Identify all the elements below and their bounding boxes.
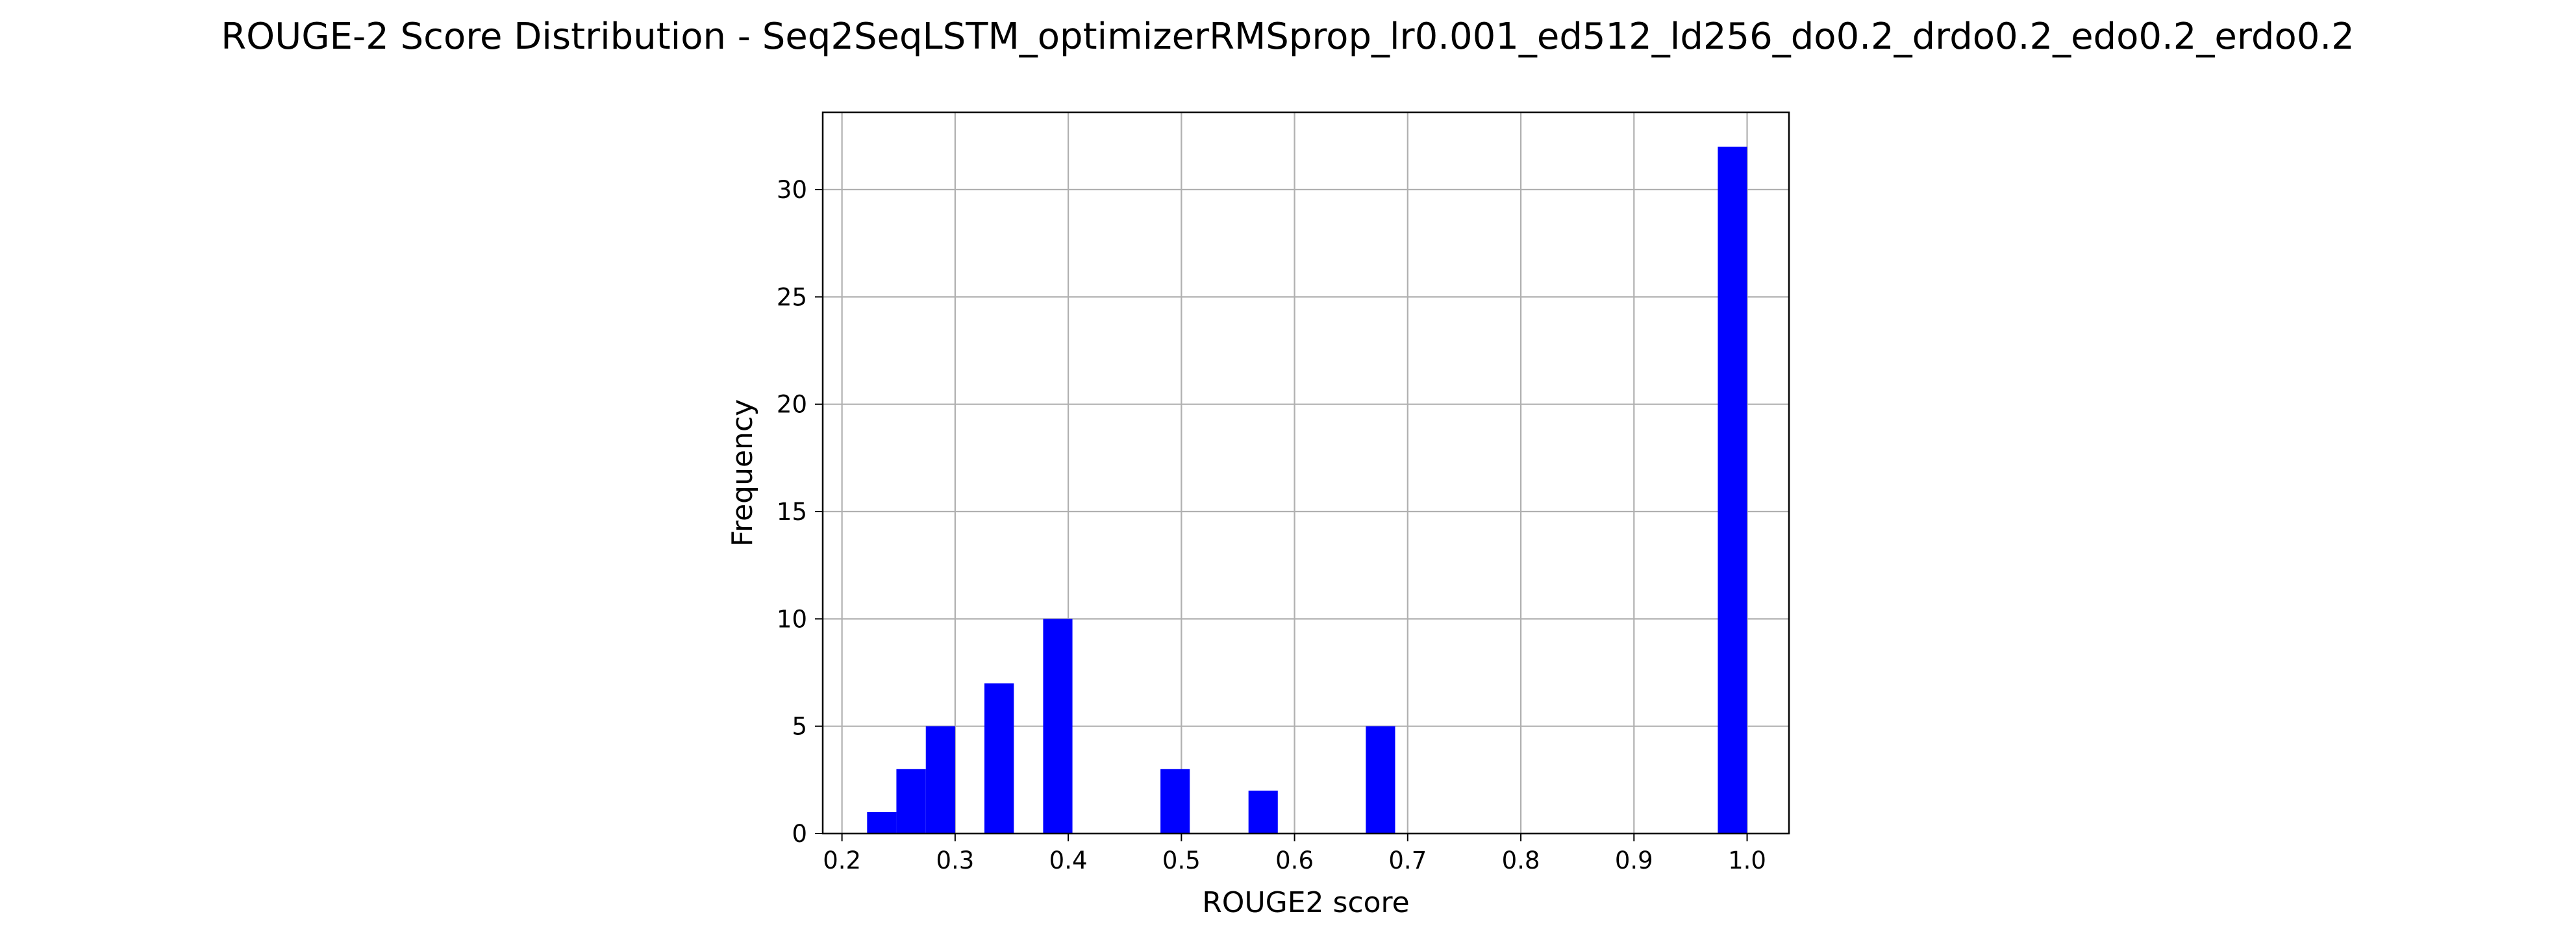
x-tick-label: 0.9 bbox=[1615, 847, 1653, 874]
y-axis-ticks: 0 5 10 15 20 25 30 bbox=[777, 176, 823, 848]
histogram-bars bbox=[867, 146, 1747, 834]
x-tick-label: 0.3 bbox=[936, 847, 974, 874]
y-tick-label: 0 bbox=[792, 820, 807, 848]
x-tick-label: 0.4 bbox=[1049, 847, 1088, 874]
y-axis-label: Frequency bbox=[726, 399, 759, 547]
y-tick-label: 10 bbox=[777, 605, 807, 633]
y-tick-label: 15 bbox=[777, 498, 807, 526]
grid-lines bbox=[823, 112, 1789, 835]
histogram-bar bbox=[867, 811, 897, 834]
histogram-bar bbox=[1160, 769, 1190, 834]
x-tick-label: 0.8 bbox=[1502, 847, 1540, 874]
x-tick-label: 0.7 bbox=[1388, 847, 1427, 874]
y-tick-label: 30 bbox=[777, 176, 807, 204]
x-axis-label: ROUGE2 score bbox=[1202, 886, 1410, 919]
histogram-bar bbox=[1718, 146, 1747, 834]
x-tick-label: 0.6 bbox=[1275, 847, 1314, 874]
x-tick-label: 1.0 bbox=[1728, 847, 1766, 874]
histogram-bar bbox=[896, 769, 926, 834]
histogram-bar bbox=[1248, 790, 1278, 834]
plot-frame bbox=[821, 111, 1790, 835]
x-tick-label: 0.5 bbox=[1162, 847, 1201, 874]
x-axis-ticks: 0.2 0.3 0.4 0.5 0.6 0.7 0.8 0.9 1.0 bbox=[823, 834, 1766, 874]
chart-title: ROUGE-2 Score Distribution - Seq2SeqLSTM… bbox=[221, 16, 2355, 58]
y-tick-label: 20 bbox=[777, 391, 807, 419]
histogram-bar bbox=[1366, 726, 1395, 834]
histogram-bar bbox=[984, 683, 1014, 834]
histogram-bar bbox=[925, 726, 955, 834]
histogram-bar bbox=[1043, 619, 1073, 834]
x-tick-label: 0.2 bbox=[823, 847, 861, 874]
y-tick-label: 25 bbox=[777, 283, 807, 311]
y-tick-label: 5 bbox=[792, 713, 807, 741]
